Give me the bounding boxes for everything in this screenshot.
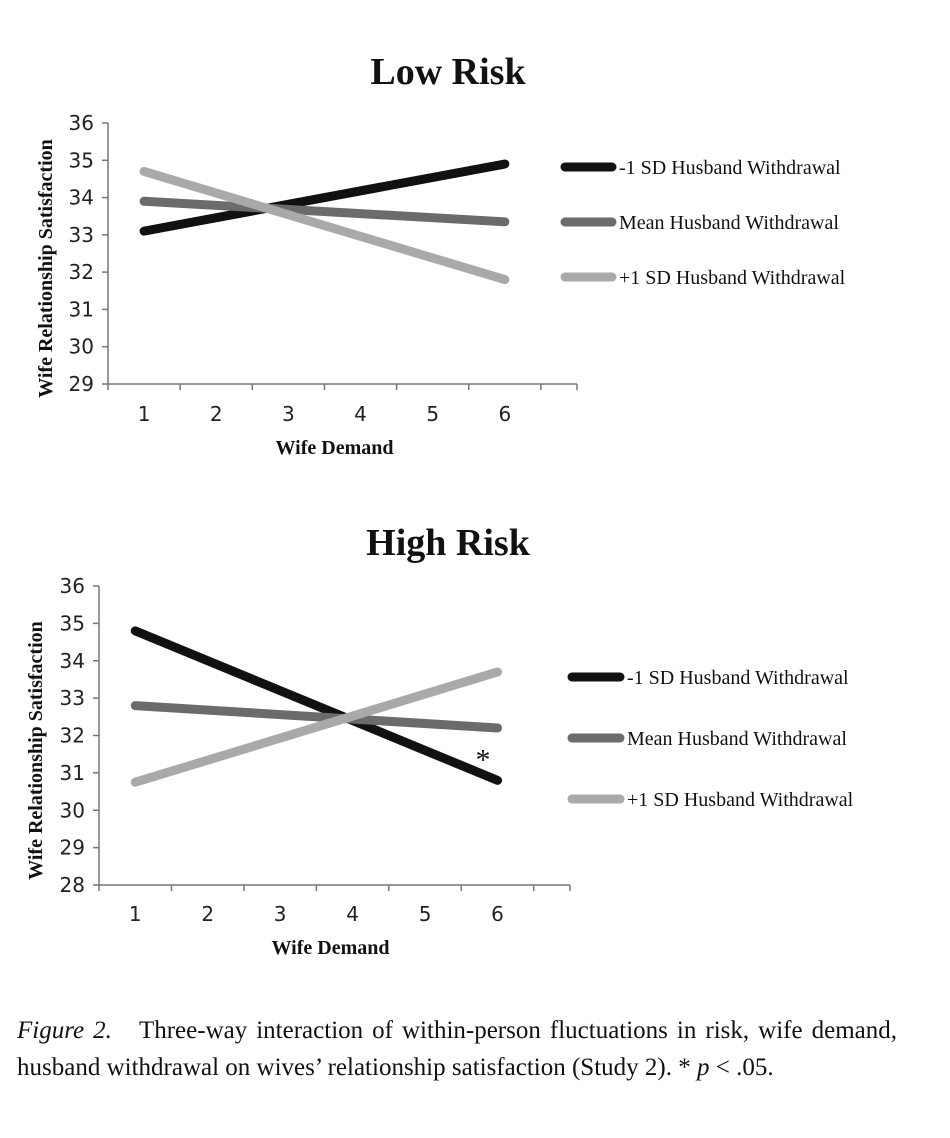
y-tick-label: 29 xyxy=(60,836,85,860)
series-line-1 xyxy=(130,701,503,733)
x-tick-label: 3 xyxy=(274,902,287,926)
x-tick-label: 4 xyxy=(346,902,359,926)
x-tick-label: 1 xyxy=(129,902,142,926)
x-tick-label: 6 xyxy=(491,902,504,926)
legend-entry: -1 SD Husband Withdrawal xyxy=(619,157,841,179)
y-tick-label: 32 xyxy=(69,260,94,284)
y-tick-label: 33 xyxy=(69,223,94,247)
x-axis-label: Wife Demand xyxy=(272,937,390,959)
y-tick-label: 34 xyxy=(60,649,85,673)
legend-entry: -1 SD Husband Withdrawal xyxy=(627,667,849,689)
caption-figure-label: Figure 2. xyxy=(17,1017,112,1044)
series-line-0 xyxy=(139,159,510,236)
y-tick-label: 36 xyxy=(60,574,85,598)
x-tick-label: 2 xyxy=(201,902,214,926)
caption-text-end: < .05. xyxy=(709,1054,774,1081)
y-tick-label: 28 xyxy=(60,873,85,897)
y-tick-label: 34 xyxy=(69,186,94,210)
caption-text: Three-way interaction of within-person f… xyxy=(17,1017,897,1081)
x-tick-label: 3 xyxy=(282,402,295,426)
x-tick-label: 5 xyxy=(426,402,439,426)
series-line-2 xyxy=(130,667,503,787)
legend-entry: Mean Husband Withdrawal xyxy=(619,212,839,234)
series-line-0 xyxy=(130,626,503,785)
chart-title: High Risk xyxy=(366,522,531,564)
y-tick-label: 29 xyxy=(69,372,94,396)
figure-caption: Figure 2. Three-way interaction of withi… xyxy=(17,1012,897,1086)
legend-entry: +1 SD Husband Withdrawal xyxy=(619,267,846,289)
y-tick-label: 31 xyxy=(60,761,85,785)
y-tick-label: 35 xyxy=(60,611,85,635)
series-line-1 xyxy=(139,196,510,227)
y-tick-label: 30 xyxy=(60,798,85,822)
y-tick-label: 32 xyxy=(60,724,85,748)
x-tick-label: 5 xyxy=(419,902,432,926)
y-tick-label: 30 xyxy=(69,335,94,359)
chart-title: Low Risk xyxy=(370,51,526,93)
y-tick-label: 36 xyxy=(69,111,94,135)
x-tick-label: 1 xyxy=(138,402,151,426)
caption-p-symbol: p xyxy=(696,1054,710,1081)
x-tick-label: 4 xyxy=(354,402,367,426)
significance-annotation: * xyxy=(476,744,491,777)
y-axis-label: Wife Relationship Satisfaction xyxy=(25,621,47,880)
x-tick-label: 6 xyxy=(498,402,511,426)
legend-entry: Mean Husband Withdrawal xyxy=(627,728,847,750)
x-tick-label: 2 xyxy=(210,402,223,426)
y-tick-label: 35 xyxy=(69,148,94,172)
y-tick-label: 33 xyxy=(60,686,85,710)
y-tick-label: 31 xyxy=(69,297,94,321)
series-line-2 xyxy=(139,166,510,285)
y-axis-label: Wife Relationship Satisfaction xyxy=(35,139,57,398)
legend-entry: +1 SD Husband Withdrawal xyxy=(627,789,854,811)
x-axis-label: Wife Demand xyxy=(276,437,394,459)
